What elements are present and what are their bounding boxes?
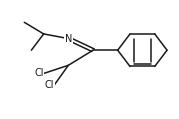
Text: Cl: Cl	[45, 80, 54, 90]
Text: N: N	[65, 34, 72, 44]
Text: Cl: Cl	[34, 68, 44, 78]
